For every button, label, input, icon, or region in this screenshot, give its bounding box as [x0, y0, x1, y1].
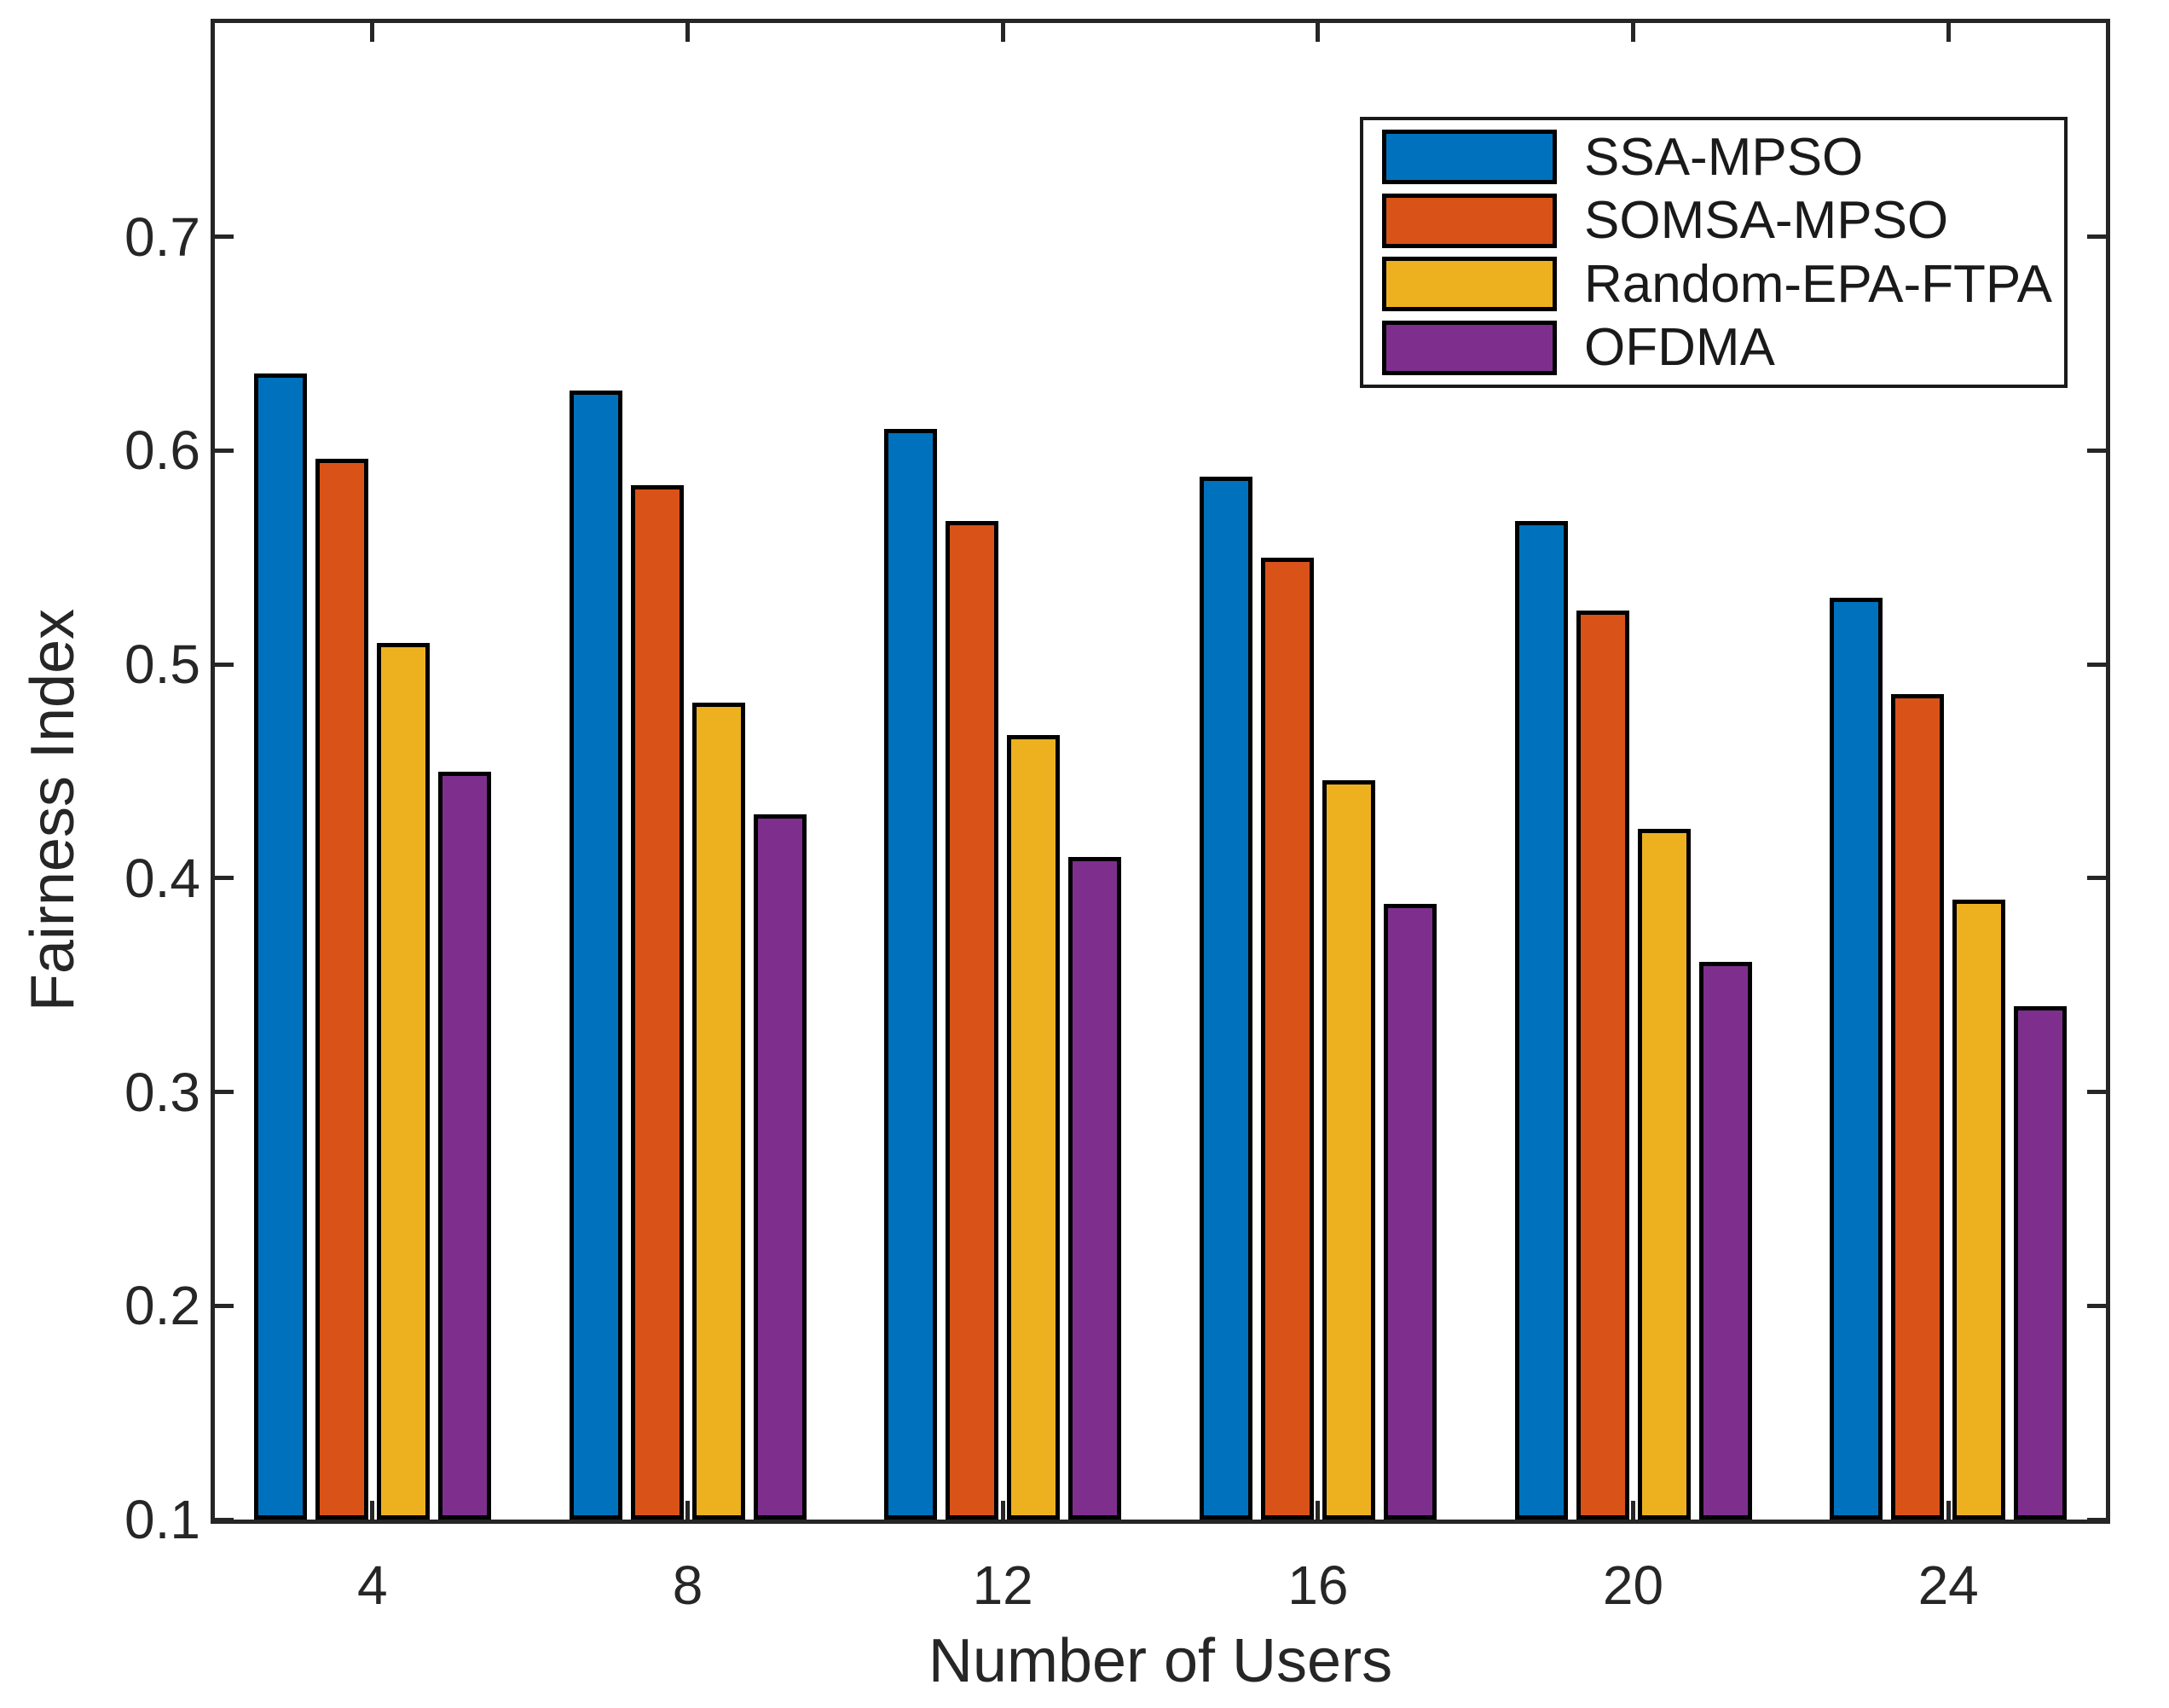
- x-tick-bottom: [1946, 1501, 1951, 1520]
- x-tick-top: [685, 23, 690, 42]
- x-tick-label: 12: [972, 1555, 1033, 1616]
- bar-somsa-mpso-4: [315, 459, 368, 1520]
- y-tick-label: 0.1: [124, 1489, 200, 1550]
- y-tick-left: [215, 662, 234, 667]
- bar-ofdma-20: [1698, 961, 1752, 1520]
- y-tick-right: [2087, 662, 2106, 667]
- bar-ssa-mpso-20: [1514, 521, 1568, 1520]
- bar-somsa-mpso-16: [1260, 557, 1314, 1520]
- bar-ofdma-8: [753, 813, 807, 1520]
- bar-random-epa-ftpa-8: [691, 703, 745, 1520]
- x-tick-label: 8: [672, 1555, 703, 1616]
- bar-random-epa-ftpa-16: [1322, 779, 1375, 1520]
- bar-somsa-mpso-20: [1576, 611, 1629, 1520]
- y-axis-title: Fairness Index: [19, 608, 87, 1012]
- y-tick-left: [215, 876, 234, 881]
- x-axis-title: Number of Users: [928, 1627, 1393, 1695]
- bar-random-epa-ftpa-12: [1007, 734, 1061, 1520]
- y-tick-right: [2087, 1303, 2106, 1308]
- x-tick-bottom: [1000, 1501, 1005, 1520]
- legend-swatch-icon: [1382, 257, 1557, 312]
- bar-random-epa-ftpa-20: [1637, 829, 1691, 1520]
- legend-swatch-icon: [1382, 193, 1557, 248]
- x-tick-top: [1000, 23, 1005, 42]
- plot-area: [211, 19, 2110, 1524]
- y-tick-right: [2087, 234, 2106, 240]
- bar-ofdma-4: [437, 771, 491, 1520]
- y-tick-right: [2087, 448, 2106, 453]
- legend: SSA-MPSO SOMSA-MPSO Random-EPA-FTPA OFDMA: [1360, 117, 2068, 388]
- y-tick-right: [2087, 1517, 2106, 1522]
- y-tick-label: 0.3: [124, 1061, 200, 1123]
- x-tick-label: 20: [1602, 1555, 1664, 1616]
- y-tick-label: 0.6: [124, 420, 200, 482]
- legend-row-somsa-mpso: SOMSA-MPSO: [1382, 190, 2056, 251]
- x-tick-bottom: [370, 1501, 375, 1520]
- legend-swatch-icon: [1382, 130, 1557, 185]
- legend-label: SSA-MPSO: [1584, 127, 1864, 187]
- bar-somsa-mpso-12: [946, 521, 999, 1520]
- legend-row-random-epa-ftpa: Random-EPA-FTPA: [1382, 254, 2056, 315]
- x-tick-top: [1946, 23, 1951, 42]
- x-tick-bottom: [1631, 1501, 1635, 1520]
- legend-row-ssa-mpso: SSA-MPSO: [1382, 127, 2056, 188]
- y-tick-left: [215, 448, 234, 453]
- x-tick-top: [1631, 23, 1635, 42]
- bar-ofdma-12: [1068, 856, 1122, 1520]
- bar-ssa-mpso-12: [884, 429, 938, 1520]
- bar-somsa-mpso-8: [630, 484, 684, 1520]
- y-tick-left: [215, 234, 234, 240]
- legend-label: OFDMA: [1584, 318, 1775, 378]
- legend-label: Random-EPA-FTPA: [1584, 254, 2052, 314]
- y-tick-right: [2087, 1090, 2106, 1095]
- x-tick-label: 24: [1917, 1555, 1979, 1616]
- y-tick-left: [215, 1090, 234, 1095]
- bar-ssa-mpso-8: [569, 391, 622, 1520]
- bar-random-epa-ftpa-4: [376, 643, 430, 1520]
- y-tick-label: 0.2: [124, 1275, 200, 1337]
- y-tick-label: 0.5: [124, 634, 200, 696]
- bar-ofdma-24: [2014, 1006, 2068, 1520]
- x-tick-bottom: [685, 1501, 690, 1520]
- bar-random-epa-ftpa-24: [1952, 899, 2006, 1520]
- x-tick-label: 4: [357, 1555, 388, 1616]
- x-tick-top: [1316, 23, 1321, 42]
- bar-ofdma-16: [1383, 903, 1437, 1520]
- y-tick-right: [2087, 876, 2106, 881]
- legend-swatch-icon: [1382, 320, 1557, 375]
- y-tick-label: 0.7: [124, 206, 200, 268]
- bar-somsa-mpso-24: [1891, 694, 1945, 1520]
- x-tick-label: 16: [1287, 1555, 1349, 1616]
- x-tick-bottom: [1316, 1501, 1321, 1520]
- bar-ssa-mpso-16: [1199, 476, 1252, 1520]
- bar-ssa-mpso-24: [1830, 598, 1883, 1520]
- bar-ssa-mpso-4: [253, 373, 307, 1520]
- y-tick-left: [215, 1517, 234, 1522]
- legend-row-ofdma: OFDMA: [1382, 317, 2056, 378]
- x-tick-top: [370, 23, 375, 42]
- legend-label: SOMSA-MPSO: [1584, 191, 1949, 251]
- y-tick-left: [215, 1303, 234, 1308]
- y-tick-label: 0.4: [124, 847, 200, 909]
